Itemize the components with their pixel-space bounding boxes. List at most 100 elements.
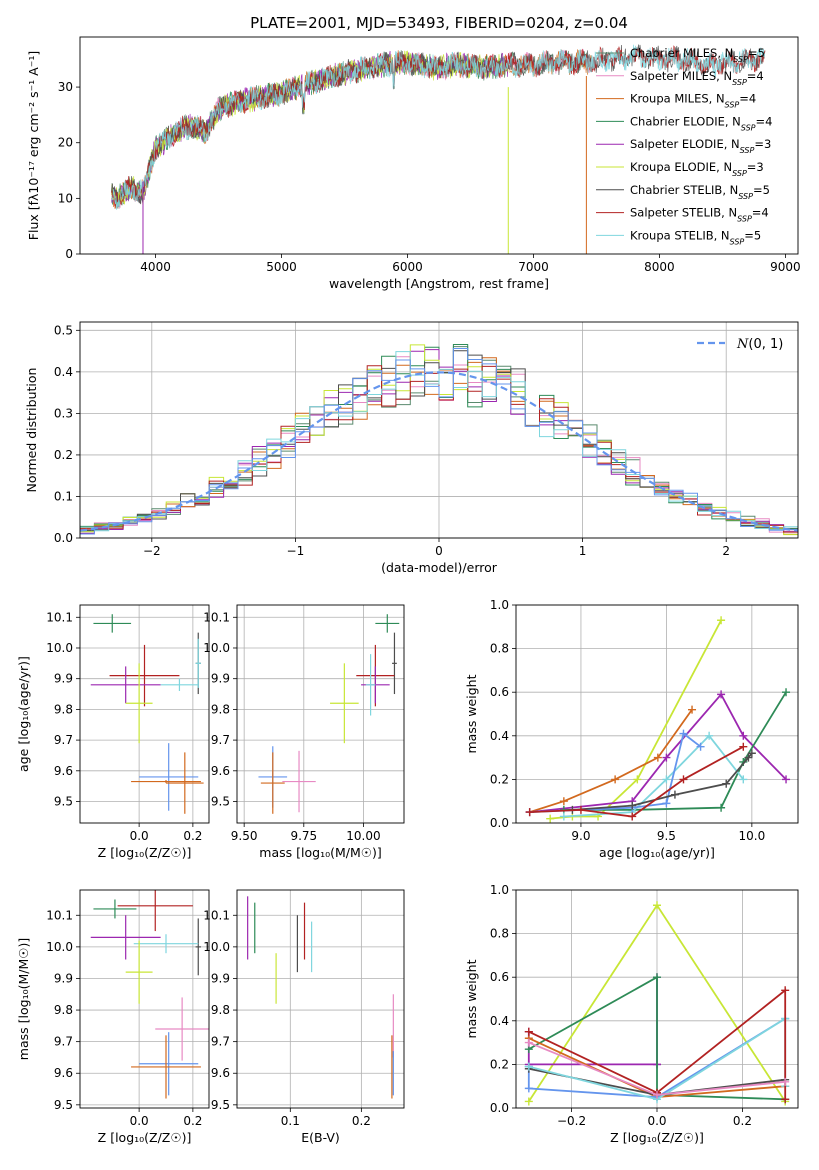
weight-marker bbox=[524, 1027, 533, 1036]
text-sub: SSP bbox=[740, 146, 755, 155]
axes-frame bbox=[236, 604, 405, 824]
weight-marker bbox=[679, 775, 688, 784]
y-tick-label: 0.0 bbox=[490, 1101, 509, 1115]
text-part: Chabrier ELODIE, N bbox=[630, 114, 741, 128]
axes-frame bbox=[79, 604, 210, 824]
y-tick-label: 10.1 bbox=[203, 908, 230, 922]
x-tick-label: 2 bbox=[722, 544, 730, 558]
y-tick-label: 0.0 bbox=[54, 531, 73, 545]
y-axis-label: mass weight bbox=[464, 674, 479, 753]
text-part: =4 bbox=[747, 69, 764, 83]
weight-marker bbox=[717, 690, 726, 699]
x-tick-label: 6000 bbox=[392, 260, 423, 274]
weight-marker bbox=[559, 797, 568, 806]
x-axis-label: wavelength [Angstrom, rest frame] bbox=[329, 276, 549, 291]
panel-spectrum: 4000 5000 6000 7000 8000 9000 0 10 20 30 wavelengt… bbox=[26, 14, 801, 291]
text-sub: SSP bbox=[737, 214, 752, 223]
y-tick-label: 0.3 bbox=[54, 406, 73, 420]
weight-marker bbox=[524, 1097, 533, 1106]
y-tick-label: 0.8 bbox=[490, 642, 509, 656]
weight-marker bbox=[747, 749, 756, 758]
weight-marker bbox=[717, 803, 726, 812]
weight-marker bbox=[662, 775, 671, 784]
x-tick-label: 0.1 bbox=[281, 1114, 300, 1128]
chart-title: PLATE=2001, MJD=53493, FIBERID=0204, z=0… bbox=[250, 14, 628, 32]
legend: N(0, 1) bbox=[697, 337, 783, 352]
x-tick-label: −0.2 bbox=[557, 1114, 586, 1128]
weight-line bbox=[529, 692, 787, 813]
y-tick-label: 10.1 bbox=[46, 908, 73, 922]
weight-marker bbox=[559, 812, 568, 821]
y-tick-label: 0.4 bbox=[54, 365, 73, 379]
weight-marker bbox=[782, 775, 791, 784]
histogram-step bbox=[80, 350, 798, 531]
x-tick-label: 0 bbox=[435, 544, 443, 558]
text-part: =4 bbox=[752, 206, 769, 220]
legend-label: Kroupa STELIB, NSSP=5 bbox=[630, 228, 761, 246]
y-tick-label: 30 bbox=[58, 80, 73, 94]
y-tick-label: 9.6 bbox=[211, 764, 230, 778]
text-part: =4 bbox=[756, 114, 773, 128]
weight-marker bbox=[781, 986, 790, 995]
weight-marker bbox=[739, 731, 748, 740]
y-tick-label: 0.2 bbox=[490, 1057, 509, 1071]
x-axis-label: E(B-V) bbox=[301, 1130, 340, 1145]
y-tick-label: 9.7 bbox=[54, 733, 73, 747]
legend-label: Salpeter MILES, NSSP=4 bbox=[630, 69, 764, 87]
y-tick-label: 9.5 bbox=[54, 795, 73, 809]
weight-marker bbox=[525, 808, 534, 817]
text-part: Salpeter MILES, N bbox=[630, 69, 732, 83]
text-part: =5 bbox=[753, 183, 770, 197]
x-tick-label: 9.75 bbox=[290, 829, 317, 843]
text-sub: SSP bbox=[738, 191, 753, 200]
weight-marker bbox=[781, 1095, 790, 1104]
weight-marker bbox=[628, 801, 637, 810]
x-tick-label: 10.0 bbox=[738, 829, 765, 843]
weight-marker bbox=[705, 731, 714, 740]
x-tick-label: 0.2 bbox=[352, 1114, 371, 1128]
y-axis-label: Flux [fλ10⁻¹⁷ erg cm⁻² s⁻¹ A⁻¹] bbox=[26, 51, 41, 240]
text-part: =5 bbox=[744, 228, 761, 242]
plot-area bbox=[90, 890, 209, 1099]
weight-marker bbox=[688, 705, 697, 714]
legend-label: N(0, 1) bbox=[736, 337, 783, 352]
weight-marker bbox=[653, 753, 662, 762]
weight-marker bbox=[546, 814, 555, 823]
y-tick-label: 10.0 bbox=[46, 641, 73, 655]
weight-marker bbox=[662, 799, 671, 808]
y-tick-label: 9.8 bbox=[211, 1003, 230, 1017]
y-tick-label: 10.1 bbox=[203, 610, 230, 624]
x-tick-label: 10.00 bbox=[346, 829, 380, 843]
text-part: Chabrier STELIB, N bbox=[630, 183, 738, 197]
x-tick-label: 5000 bbox=[266, 260, 297, 274]
x-tick-label: 0.2 bbox=[183, 829, 202, 843]
panel-z-weight: −0.2 0.0 0.2 0.0 0.2 0.4 0.6 0.8 1.0 Z [log₁₀(Z/Z… bbox=[464, 883, 799, 1145]
y-tick-label: 0.8 bbox=[490, 927, 509, 941]
text-part: Salpeter ELODIE, N bbox=[630, 137, 740, 151]
legend-label: Salpeter STELIB, NSSP=4 bbox=[630, 206, 769, 224]
legend-label: Chabrier MILES, NSSP=5 bbox=[630, 46, 765, 64]
y-tick-label: 10.0 bbox=[203, 940, 230, 954]
x-tick-label: 8000 bbox=[644, 260, 675, 274]
y-tick-label: 9.5 bbox=[211, 1098, 230, 1112]
y-tick-label: 10 bbox=[58, 191, 73, 205]
text-sub: SSP bbox=[732, 77, 747, 86]
axes-frame bbox=[236, 889, 405, 1109]
weight-marker bbox=[653, 1090, 661, 1099]
y-tick-label: 9.9 bbox=[54, 672, 73, 686]
x-tick-label: 4000 bbox=[140, 260, 171, 274]
panel-z-mass: 0.0 0.2 9.5 9.6 9.7 9.8 9.9 10.0 10.1 Z [log₁₀(Z/… bbox=[16, 889, 210, 1145]
panel-age-weight: 9.0 9.5 10.0 0.0 0.2 0.4 0.6 0.8 1.0 age [log₁₀(a… bbox=[464, 598, 799, 860]
axes-frame bbox=[79, 36, 799, 255]
histogram-step bbox=[80, 349, 798, 534]
text-part: N bbox=[736, 337, 749, 352]
plot-area bbox=[525, 616, 791, 823]
y-tick-label: 0.4 bbox=[490, 1014, 509, 1028]
plot-area bbox=[90, 614, 204, 814]
x-axis-label: Z [log₁₀(Z/Z☉)] bbox=[98, 845, 192, 860]
weight-marker bbox=[653, 973, 661, 982]
weight-marker bbox=[739, 775, 748, 784]
axes-frame bbox=[79, 321, 799, 539]
